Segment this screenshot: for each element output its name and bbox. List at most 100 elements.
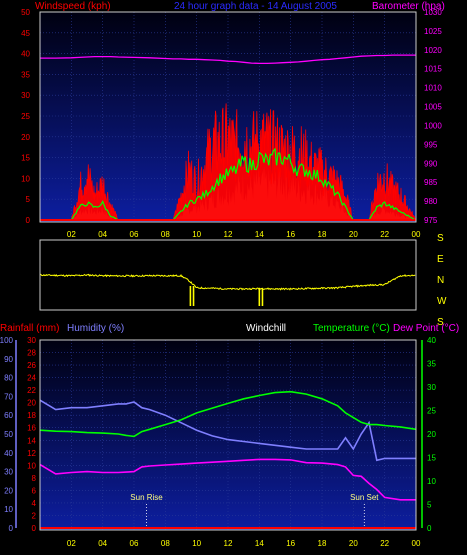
sunset-label: Sun Set (350, 493, 379, 502)
hour-tick-label: 12 (224, 539, 233, 548)
hour-tick-label: 14 (255, 230, 264, 239)
barometer-line (40, 54, 416, 65)
hour-tick-label: 18 (318, 539, 327, 548)
hour-tick-label: 16 (286, 539, 295, 548)
hour-tick-label: 12 (224, 230, 233, 239)
temperature-tick-label: 25 (427, 407, 436, 416)
rain-tick-label: 12 (27, 449, 36, 458)
baro-tick-label: 1000 (424, 121, 442, 130)
temperature-tick-label: 40 (427, 336, 436, 345)
humidity-tick-label: 0 (9, 524, 14, 533)
wind-average-line (40, 147, 415, 221)
baro-tick-label: 1010 (424, 84, 442, 93)
sunrise-label: Sun Rise (130, 493, 163, 502)
hour-tick-label: 04 (98, 230, 107, 239)
wind-tick-label: 5 (26, 195, 31, 204)
rain-tick-label: 8 (32, 474, 37, 483)
wind-tick-label: 0 (26, 216, 31, 225)
humidity-axis-title: Humidity (%) (67, 323, 124, 334)
baro-tick-label: 1030 (424, 8, 442, 17)
rain-tick-label: 24 (27, 374, 36, 383)
compass-label: W (437, 296, 447, 307)
baro-tick-label: 975 (424, 216, 438, 225)
temperature-tick-label: 15 (427, 454, 436, 463)
hour-tick-label: 06 (130, 230, 139, 239)
temp-panel-bg (40, 340, 416, 530)
baro-tick-label: 985 (424, 178, 438, 187)
baro-tick-label: 1015 (424, 65, 442, 74)
rain-tick-label: 0 (32, 524, 37, 533)
hour-tick-label: 08 (161, 539, 170, 548)
compass-label: E (437, 254, 444, 265)
temperature-tick-label: 30 (427, 383, 436, 392)
humidity-line (39, 399, 416, 462)
wind-tick-label: 45 (21, 29, 30, 38)
hour-tick-label: 02 (67, 539, 76, 548)
temperature-tick-label: 10 (427, 477, 436, 486)
direction-panel-bg (40, 240, 416, 310)
hour-tick-label: 14 (255, 539, 264, 548)
baro-tick-label: 1005 (424, 103, 442, 112)
temperature-tick-label: 35 (427, 360, 436, 369)
barometer-ticks: 975 980 985 990 995 1000 1005 1010 1015 1020 1025 1… (424, 8, 442, 225)
wind-gust-area (40, 103, 416, 220)
baro-tick-label: 1025 (424, 27, 442, 36)
temp-hour-ticks: 02 04 06 08 10 12 14 16 18 20 22 00 (67, 539, 421, 548)
wind-tick-label: 20 (21, 133, 30, 142)
barometer-series (40, 54, 416, 65)
baro-tick-label: 995 (424, 140, 438, 149)
humidity-tick-label: 10 (4, 505, 13, 514)
rain-tick-label: 22 (27, 386, 36, 395)
direction-panel-frame (39, 239, 417, 311)
hour-tick-label: 18 (318, 230, 327, 239)
rain-tick-label: 26 (27, 361, 36, 370)
humidity-tick-label: 20 (4, 486, 13, 495)
hour-tick-label: 22 (380, 230, 389, 239)
hour-tick-label: 00 (412, 539, 421, 548)
humidity-tick-label: 70 (4, 392, 13, 401)
wind-tick-label: 15 (21, 154, 30, 163)
humidity-tick-label: 30 (4, 468, 13, 477)
rain-tick-label: 28 (27, 349, 36, 358)
wind-direction-series (39, 273, 416, 306)
humidity-tick-label: 100 (0, 336, 14, 345)
rain-tick-label: 2 (32, 511, 37, 520)
rain-tick-label: 4 (32, 499, 37, 508)
humidity-tick-label: 50 (4, 430, 13, 439)
wind-hour-ticks: 02 04 06 08 10 12 14 16 18 20 22 00 (67, 230, 421, 239)
wind-direction-line (39, 273, 416, 291)
hour-tick-label: 00 (412, 230, 421, 239)
temperature-line (39, 390, 417, 438)
humidity-tick-label: 80 (4, 374, 13, 383)
temperature-tick-label: 0 (427, 524, 432, 533)
temperature-tick-label: 5 (427, 501, 432, 510)
rain-tick-label: 30 (27, 336, 36, 345)
temp-panel-axes: 0246810121416182022242628300102030405060… (0, 336, 436, 533)
temp-panel-series (39, 390, 417, 529)
rain-tick-label: 18 (27, 411, 36, 420)
humidity-tick-label: 90 (4, 355, 13, 364)
hour-tick-label: 06 (130, 539, 139, 548)
wind-panel-frame (39, 11, 417, 223)
hour-tick-label: 08 (161, 230, 170, 239)
sun-markers: Sun Rise Sun Set (130, 493, 379, 528)
baro-tick-label: 980 (424, 197, 438, 206)
wind-tick-label: 40 (21, 50, 30, 59)
rain-axis-title: Rainfall (mm) (0, 323, 59, 334)
wind-tick-label: 50 (21, 8, 30, 17)
temperature-axis-title: Temperature (°C) (313, 323, 390, 334)
hour-tick-label: 20 (349, 539, 358, 548)
wind-speed-ticks: 0 5 10 15 20 25 30 35 40 45 50 (21, 8, 30, 225)
compass-label: S (437, 317, 444, 328)
rain-tick-label: 14 (27, 436, 36, 445)
temp-humidity-panel: Sun Rise Sun Set 024681012141618202224262… (0, 336, 436, 548)
wind-average-series (40, 147, 415, 221)
humidity-tick-label: 40 (4, 449, 13, 458)
wind-axis-title: Windspeed (kph) (35, 1, 111, 12)
wind-tick-label: 35 (21, 70, 30, 79)
chart-title: 24 hour graph data - 14 August 2005 (174, 1, 337, 12)
rain-tick-label: 10 (27, 461, 36, 470)
